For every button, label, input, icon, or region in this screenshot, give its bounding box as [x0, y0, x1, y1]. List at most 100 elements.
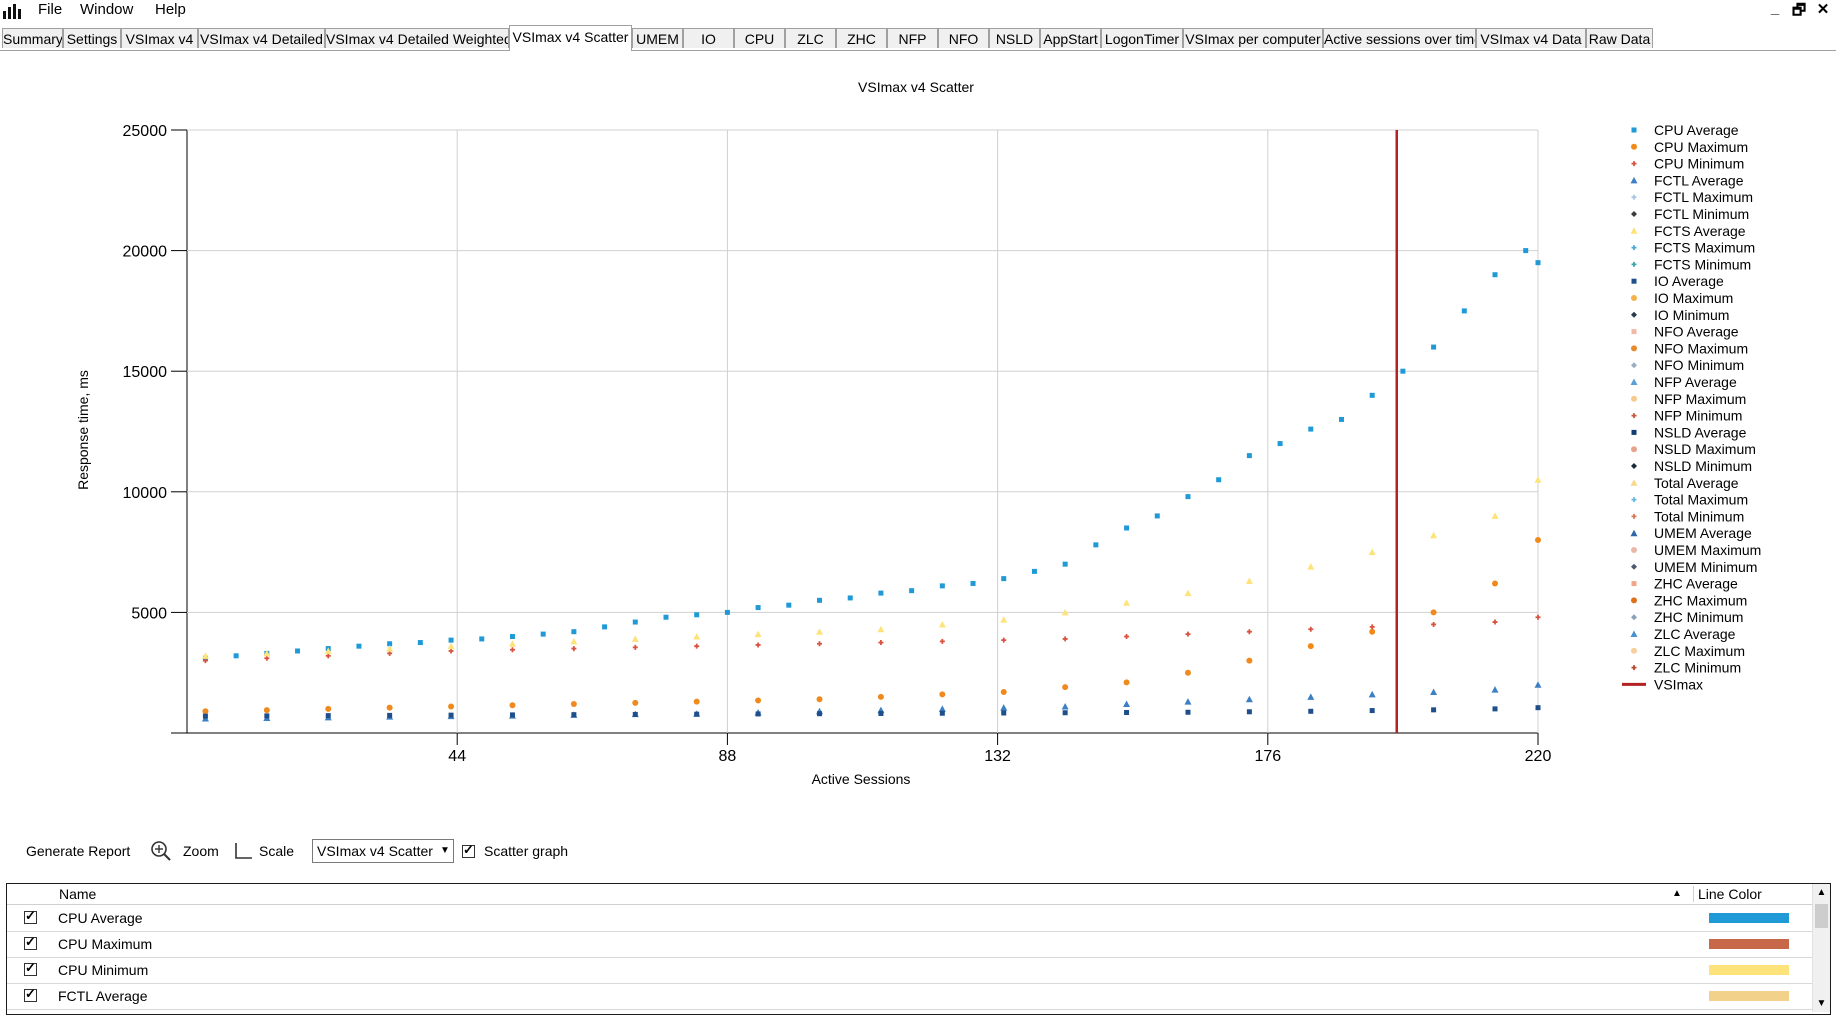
tab-umem[interactable]: UMEM	[632, 28, 683, 48]
generate-report-button[interactable]: Generate Report	[26, 843, 131, 859]
data-point	[264, 713, 270, 719]
data-point	[1123, 679, 1130, 686]
data-point	[1492, 619, 1498, 625]
legend-marker	[1631, 597, 1637, 604]
data-point	[1062, 710, 1068, 716]
data-point	[1431, 707, 1437, 713]
grid-row[interactable]: CPU Average	[7, 905, 1812, 932]
tab-logontimer[interactable]: LogonTimer	[1101, 28, 1183, 48]
data-point	[571, 629, 577, 635]
data-point	[263, 707, 270, 714]
data-point	[447, 642, 455, 650]
tab-io[interactable]: IO	[683, 28, 734, 48]
legend-label: UMEM Minimum	[1654, 559, 1757, 575]
data-point	[1031, 568, 1037, 574]
line-color-column-header[interactable]: Line Color	[1693, 886, 1762, 902]
tab-nsld[interactable]: NSLD	[989, 28, 1040, 48]
row-checkbox[interactable]	[24, 908, 37, 924]
scale-label[interactable]: Scale	[259, 843, 295, 859]
tab-zhc[interactable]: ZHC	[836, 28, 887, 48]
data-point	[693, 698, 700, 705]
data-point	[632, 644, 638, 650]
scroll-thumb[interactable]	[1815, 904, 1828, 928]
data-point	[1369, 708, 1375, 714]
tab-active-sessions-over-time[interactable]: Active sessions over time	[1323, 28, 1476, 48]
tab-vsimax-per-computer[interactable]: VSImax per computer	[1183, 28, 1323, 48]
row-checkbox[interactable]	[24, 960, 37, 976]
legend-label: ZHC Average	[1654, 576, 1738, 592]
data-point	[1061, 702, 1069, 710]
data-point	[509, 634, 515, 640]
view-select[interactable]: VSImax v4 Scatter ▼	[312, 839, 454, 863]
scatter-graph-checkbox[interactable]	[462, 842, 475, 858]
legend-label: NFP Maximum	[1654, 391, 1746, 407]
row-color-swatch[interactable]	[1709, 913, 1789, 923]
data-point	[570, 701, 577, 708]
tab-appstart[interactable]: AppStart	[1040, 28, 1101, 48]
data-point	[263, 649, 271, 657]
tab-nfp[interactable]: NFP	[887, 28, 938, 48]
data-point	[632, 699, 639, 706]
row-color-swatch[interactable]	[1709, 991, 1789, 1001]
data-point	[448, 712, 454, 718]
legend-marker	[1631, 547, 1637, 553]
tab-raw-data[interactable]: Raw Data	[1586, 28, 1653, 48]
data-point	[1492, 580, 1499, 587]
zoom-label[interactable]: Zoom	[183, 843, 219, 859]
row-color-swatch[interactable]	[1709, 939, 1789, 949]
scale-icon[interactable]	[233, 841, 253, 861]
tab-nfo[interactable]: NFO	[938, 28, 989, 48]
series-grid: Name ▲ Line Color CPU Average CPU Maximu…	[6, 883, 1831, 1015]
legend-marker	[1631, 413, 1637, 419]
scroll-down-icon[interactable]: ▼	[1816, 998, 1827, 1009]
menu-bar: File Window Help _ 🗗 ✕	[0, 0, 1836, 22]
data-point	[508, 640, 516, 647]
chart-toolbar: Generate Report Zoom Scale VSImax v4 Sca…	[0, 835, 1836, 865]
tab-vsimax-v4[interactable]: VSImax v4	[121, 28, 198, 48]
data-point	[817, 597, 823, 603]
tab-vsimax-v4-data[interactable]: VSImax v4 Data	[1476, 28, 1586, 48]
menu-file[interactable]: File	[38, 1, 63, 18]
tab-cpu[interactable]: CPU	[734, 28, 785, 48]
legend-label: IO Maximum	[1654, 290, 1733, 306]
data-point	[1185, 494, 1191, 500]
tab-vsimax-v4-scatter[interactable]: VSImax v4 Scatter	[509, 25, 632, 51]
data-point	[1492, 272, 1498, 278]
tab-summary[interactable]: Summary	[2, 28, 63, 48]
zoom-icon[interactable]	[150, 840, 172, 862]
tab-vsimax-v4-detailed-weighted[interactable]: VSImax v4 Detailed Weighted	[325, 28, 509, 48]
legend-label: ZHC Maximum	[1654, 592, 1747, 608]
data-point	[694, 643, 700, 649]
data-point	[1338, 416, 1344, 422]
row-color-swatch[interactable]	[1709, 965, 1789, 975]
data-point	[939, 691, 946, 698]
data-point	[1001, 637, 1007, 643]
data-point	[602, 624, 608, 630]
data-point	[325, 713, 331, 719]
x-tick-label: 220	[1525, 748, 1552, 765]
data-point	[694, 711, 700, 717]
close-button[interactable]: ✕	[1816, 1, 1830, 18]
minimize-button[interactable]: _	[1770, 0, 1780, 17]
grid-row[interactable]: CPU Minimum	[7, 957, 1812, 984]
tab-vsimax-v4-detailed[interactable]: VSImax v4 Detailed	[198, 28, 325, 48]
legend-marker	[1631, 563, 1637, 570]
restore-button[interactable]: 🗗	[1791, 2, 1807, 19]
legend-label: NFP Minimum	[1654, 408, 1742, 424]
row-checkbox[interactable]	[24, 986, 37, 1002]
data-point	[509, 647, 515, 653]
data-points	[201, 130, 1542, 733]
tab-settings[interactable]: Settings	[63, 28, 121, 48]
data-point	[324, 647, 332, 654]
grid-row[interactable]: FCTL Average	[7, 983, 1812, 1010]
tab-zlc[interactable]: ZLC	[785, 28, 836, 48]
menu-window[interactable]: Window	[80, 1, 134, 18]
vertical-scrollbar[interactable]: ▲ ▼	[1812, 884, 1830, 1012]
row-checkbox[interactable]	[24, 934, 37, 950]
menu-help[interactable]: Help	[155, 1, 186, 18]
scroll-up-icon[interactable]: ▲	[1816, 887, 1827, 898]
data-point	[1123, 599, 1131, 606]
name-column-header[interactable]: Name	[59, 886, 97, 902]
grid-row[interactable]: CPU Maximum	[7, 931, 1812, 958]
data-point	[970, 580, 976, 586]
